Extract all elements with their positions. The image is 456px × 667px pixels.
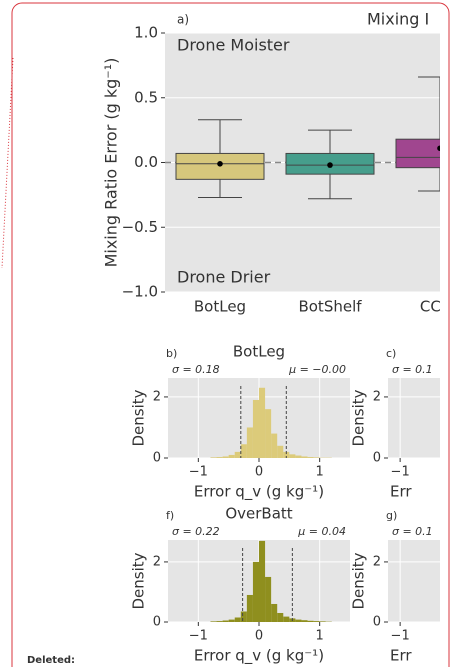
panel-label: b) (166, 347, 177, 360)
y-tick-label: −0.5 (122, 218, 158, 236)
histogram-bar (240, 611, 247, 622)
histogram-bar (240, 444, 247, 458)
histogram-bar (222, 456, 229, 458)
histogram-bar (301, 620, 308, 622)
histogram-bar (222, 620, 229, 622)
histogram-bar (259, 540, 266, 622)
annotation: μ = −0.00 (288, 363, 346, 376)
mean (327, 162, 333, 168)
comment-label: Deleted: (27, 655, 75, 666)
mean (217, 160, 223, 167)
annotation: σ = 0.18 (172, 363, 220, 376)
y-axis-label: Density (350, 389, 368, 446)
x-tick-label: 0 (255, 629, 263, 644)
panel-label: c) (386, 347, 396, 360)
x-tick-label: 1 (316, 629, 324, 644)
histogram-bar (252, 561, 259, 622)
y-tick-label: 0 (153, 615, 161, 630)
annotation: Drone Drier (177, 268, 271, 287)
chart-title: Mixing I (367, 10, 429, 29)
figure: 1.0 0.5 0.0 −0.5 −1.0 a) Mixing I Mixing Ratio … (102, 10, 456, 666)
panel-label: f) (166, 509, 174, 522)
y-tick-label: 0 (373, 615, 381, 630)
x-tick-label: 0 (255, 465, 263, 480)
histogram-bar (216, 621, 223, 622)
y-tick-label: 2 (153, 389, 161, 404)
histogram-bar (216, 457, 223, 458)
y-axis-label: Density (130, 552, 148, 609)
histogram-bar (252, 399, 259, 458)
mean (437, 145, 440, 152)
annotation: σ = 0.1 (392, 363, 433, 376)
histogram-bar (265, 409, 272, 458)
x-axis-label: Err (390, 483, 412, 501)
chart-title: OverBatt (225, 505, 292, 523)
x-axis-label: Err (390, 647, 412, 665)
histogram-bar (259, 387, 266, 458)
y-axis-label: Density (350, 552, 368, 609)
histogram-bar (295, 455, 302, 458)
x-tick-label: 1 (316, 465, 324, 480)
x-tick-label: −1 (391, 629, 410, 644)
histogram-bar (313, 457, 320, 458)
y-tick-label: 0.0 (134, 153, 158, 171)
comment-connector (1, 57, 14, 269)
y-tick-label: 0.5 (134, 88, 158, 106)
histogram-bar (277, 445, 284, 458)
x-tick-label: −1 (189, 465, 208, 480)
histogram-bar (246, 427, 253, 458)
histogram-bar (234, 451, 241, 458)
x-tick-label: BotLeg (194, 298, 246, 316)
histogram-bar (271, 433, 278, 458)
histogram-bar (277, 612, 284, 622)
histogram-bar (265, 576, 272, 622)
annotation: σ = 0.1 (392, 525, 433, 538)
histogram-bar (246, 594, 253, 622)
y-tick-label: −1.0 (122, 283, 158, 301)
histogram-bar (319, 621, 326, 622)
chart-title: BotLeg (233, 343, 285, 361)
histogram-bar (289, 454, 296, 458)
histogram-bar (301, 456, 308, 458)
histogram-bar (228, 619, 235, 622)
y-tick-label: 0 (153, 451, 161, 466)
x-tick-label: −1 (391, 465, 410, 480)
histogram-bar (210, 457, 217, 458)
x-axis-label: Error q_v (g kg⁻¹) (194, 483, 324, 502)
histogram-bar (234, 617, 241, 622)
annotation: μ = 0.04 (297, 525, 346, 538)
x-tick-label: CCWI (420, 298, 456, 316)
plot-area (388, 540, 440, 622)
histogram-bar (283, 451, 290, 458)
annotation: Drone Moister (177, 36, 290, 55)
histogram-bar (307, 620, 314, 622)
y-tick-label: 2 (373, 389, 381, 404)
x-tick-label: BotShelf (298, 298, 362, 316)
annotation: σ = 0.22 (172, 525, 220, 538)
y-tick-label: 1.0 (134, 24, 158, 42)
y-tick-label: 0 (373, 451, 381, 466)
histogram-bar (295, 619, 302, 622)
histogram-bar (307, 457, 314, 458)
y-tick-label: 2 (153, 554, 161, 569)
y-axis-label: Mixing Ratio Error (g kg⁻¹) (102, 58, 121, 268)
histogram-bar (210, 621, 217, 622)
x-axis-label: Error q_v (g kg⁻¹) (194, 647, 324, 666)
panel-label: a) (177, 13, 189, 27)
y-axis-label: Density (130, 389, 148, 446)
x-tick-label: −1 (189, 629, 208, 644)
panel-label: g) (386, 509, 397, 522)
box (395, 138, 440, 169)
histogram-bar (271, 603, 278, 622)
histogram-bar (283, 616, 290, 622)
comment-frame (11, 2, 450, 667)
histogram-bar (228, 454, 235, 458)
plot-area (388, 378, 440, 458)
y-tick-label: 2 (373, 554, 381, 569)
histogram-bar (313, 621, 320, 622)
